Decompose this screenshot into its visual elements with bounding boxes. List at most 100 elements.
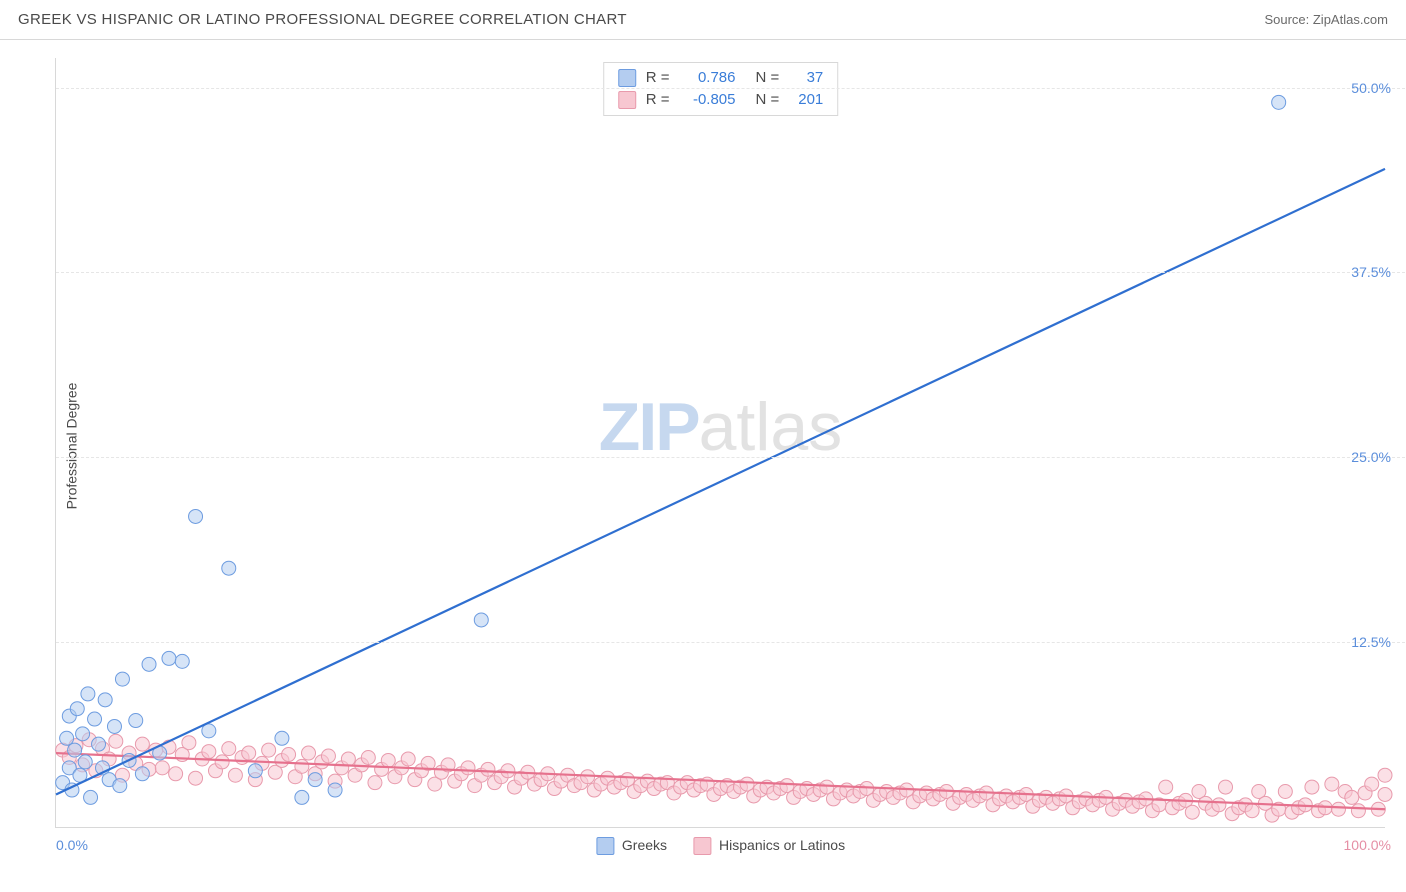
hispanic-point — [302, 746, 316, 760]
hispanic-point — [1185, 805, 1199, 819]
n-label: N = — [756, 67, 780, 89]
hispanic-point — [321, 749, 335, 763]
gridline — [56, 457, 1405, 458]
greek-point — [88, 712, 102, 726]
r-label: R = — [646, 89, 670, 111]
hispanic-swatch-icon — [618, 91, 636, 109]
hispanic-point — [262, 743, 276, 757]
greek-r-value: 0.786 — [680, 67, 736, 89]
y-tick-label: 37.5% — [1321, 264, 1391, 280]
chart-svg — [56, 58, 1385, 827]
source-prefix: Source: — [1264, 12, 1312, 27]
greek-point — [135, 767, 149, 781]
greek-point — [76, 727, 90, 741]
x-tick-label: 100.0% — [1344, 837, 1391, 853]
greek-point — [78, 755, 92, 769]
bottom-legend: Greeks Hispanics or Latinos — [596, 837, 845, 855]
hispanic-point — [282, 748, 296, 762]
hispanic-point — [222, 742, 236, 756]
greek-point — [328, 783, 342, 797]
hispanic-point — [295, 759, 309, 773]
greek-swatch-icon — [618, 69, 636, 87]
greek-point — [295, 790, 309, 804]
greek-point — [142, 657, 156, 671]
hispanic-point — [202, 745, 216, 759]
greek-point — [175, 654, 189, 668]
greek-legend-swatch-icon — [596, 837, 614, 855]
hispanic-point — [1325, 777, 1339, 791]
x-tick-label: 0.0% — [56, 837, 88, 853]
hispanic-point — [381, 753, 395, 767]
hispanic-legend-label: Hispanics or Latinos — [719, 837, 845, 853]
hispanic-r-value: -0.805 — [680, 89, 736, 111]
hispanic-point — [481, 762, 495, 776]
hispanic-point — [341, 752, 355, 766]
gridline — [56, 88, 1405, 89]
stats-row-hispanic: R = -0.805 N = 201 — [618, 89, 824, 111]
hispanic-n-value: 201 — [789, 89, 823, 111]
hispanic-point — [182, 736, 196, 750]
greek-point — [222, 561, 236, 575]
hispanic-point — [461, 761, 475, 775]
y-tick-label: 50.0% — [1321, 80, 1391, 96]
greek-point — [248, 764, 262, 778]
hispanic-point — [1245, 804, 1259, 818]
hispanic-point — [361, 750, 375, 764]
hispanic-point — [1378, 768, 1392, 782]
greek-point — [474, 613, 488, 627]
hispanic-point — [215, 755, 229, 769]
greek-point — [275, 731, 289, 745]
greek-point — [70, 702, 84, 716]
hispanic-point — [368, 776, 382, 790]
hispanic-point — [189, 771, 203, 785]
greek-legend-label: Greeks — [622, 837, 667, 853]
greek-point — [308, 773, 322, 787]
y-tick-label: 12.5% — [1321, 634, 1391, 650]
chart-header: GREEK VS HISPANIC OR LATINO PROFESSIONAL… — [0, 0, 1406, 40]
greek-point — [107, 719, 121, 733]
greek-n-value: 37 — [789, 67, 823, 89]
hispanic-point — [228, 768, 242, 782]
greek-point — [92, 737, 106, 751]
n-label: N = — [756, 89, 780, 111]
source-link[interactable]: ZipAtlas.com — [1313, 12, 1388, 27]
hispanic-point — [401, 752, 415, 766]
greek-point — [113, 779, 127, 793]
greek-point — [81, 687, 95, 701]
greek-point — [84, 790, 98, 804]
greek-point — [115, 672, 129, 686]
hispanic-point — [155, 761, 169, 775]
stats-box: R = 0.786 N = 37 R = -0.805 N = 201 — [603, 62, 839, 116]
hispanic-point — [1331, 802, 1345, 816]
hispanic-point — [1219, 780, 1233, 794]
r-label: R = — [646, 67, 670, 89]
legend-item-greek: Greeks — [596, 837, 667, 855]
hispanic-point — [242, 746, 256, 760]
hispanic-point — [1278, 785, 1292, 799]
greek-point — [60, 731, 74, 745]
hispanic-point — [1378, 787, 1392, 801]
hispanic-point — [109, 734, 123, 748]
greek-point — [129, 714, 143, 728]
y-tick-label: 25.0% — [1321, 449, 1391, 465]
hispanic-point — [1212, 798, 1226, 812]
chart-source: Source: ZipAtlas.com — [1264, 12, 1388, 27]
hispanic-point — [135, 737, 149, 751]
hispanic-point — [1345, 790, 1359, 804]
plot-area: ZIPatlas R =0.786N =37R =-0.805N =201 Gr… — [55, 58, 1385, 828]
chart-title: GREEK VS HISPANIC OR LATINO PROFESSIONAL… — [18, 11, 627, 28]
hispanic-point — [169, 767, 183, 781]
hispanic-legend-swatch-icon — [693, 837, 711, 855]
greek-point — [1272, 95, 1286, 109]
hispanic-point — [1351, 804, 1365, 818]
greek-point — [189, 509, 203, 523]
gridline — [56, 272, 1405, 273]
greek-trendline — [56, 169, 1385, 795]
greek-point — [162, 651, 176, 665]
hispanic-point — [501, 764, 515, 778]
gridline — [56, 642, 1405, 643]
hispanic-point — [1365, 777, 1379, 791]
hispanic-point — [1305, 780, 1319, 794]
greek-point — [68, 743, 82, 757]
greek-point — [98, 693, 112, 707]
